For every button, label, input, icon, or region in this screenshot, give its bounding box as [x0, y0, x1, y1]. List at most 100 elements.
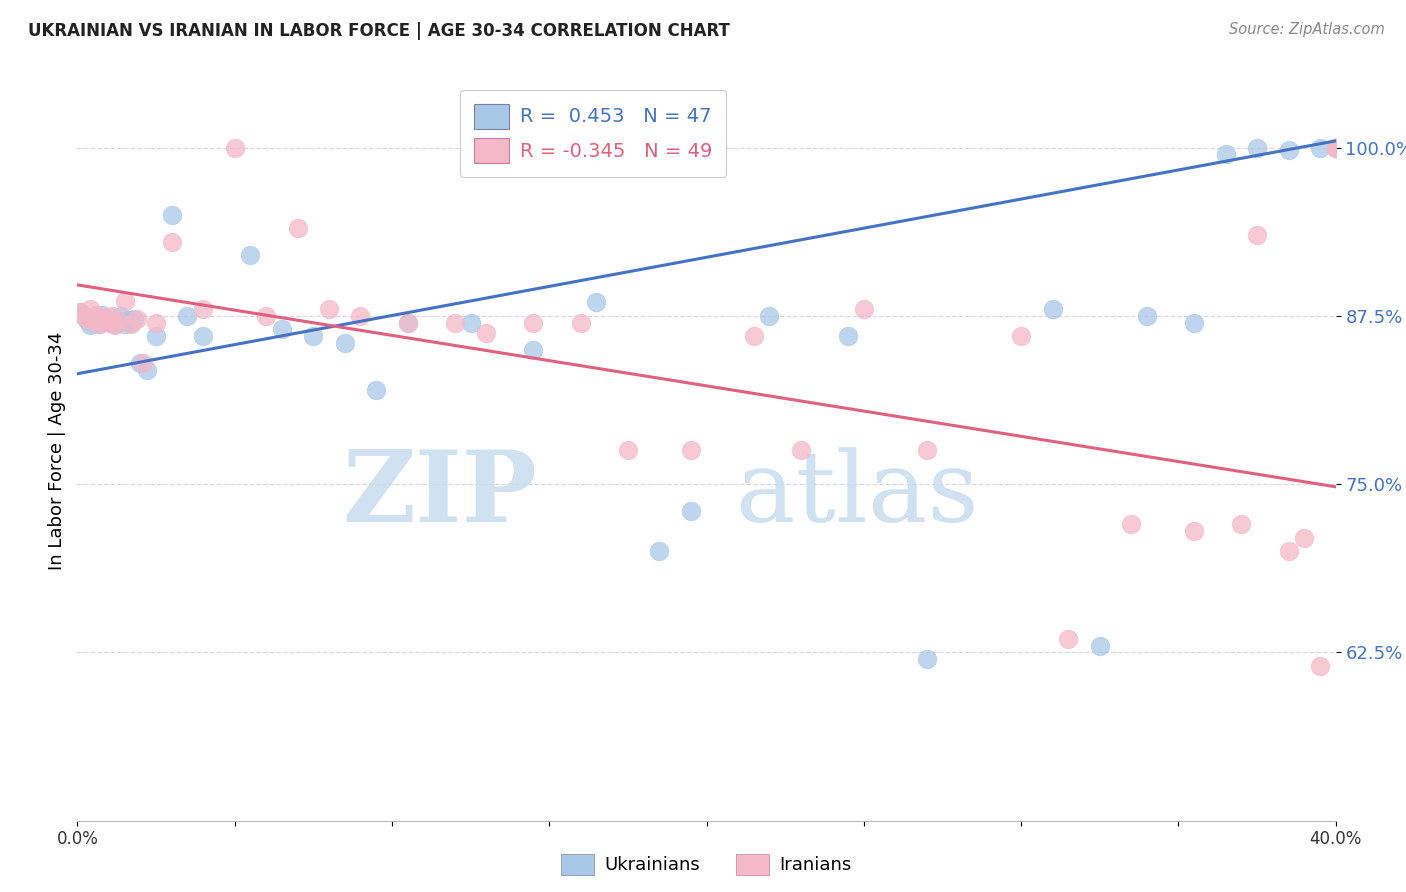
Point: [239, 248, 262, 262]
Point: [160, 235, 183, 249]
Point: [101, 316, 124, 330]
Point: [1324, 140, 1347, 154]
Point: [94, 313, 117, 327]
Point: [915, 443, 938, 458]
Point: [1294, 531, 1316, 545]
Point: [120, 316, 142, 330]
Point: [69, 305, 91, 319]
Point: [287, 221, 309, 235]
Point: [145, 316, 167, 330]
Point: [84, 308, 107, 322]
Point: [302, 329, 325, 343]
Point: [396, 316, 419, 330]
Legend: Ukrainians, Iranians: Ukrainians, Iranians: [554, 847, 859, 882]
Point: [117, 313, 139, 327]
Point: [1215, 147, 1237, 161]
Point: [1136, 309, 1159, 323]
Point: [758, 309, 780, 323]
Point: [1309, 658, 1331, 673]
Point: [89, 317, 111, 331]
Point: [176, 309, 198, 323]
Point: [89, 317, 111, 331]
Point: [97, 316, 120, 330]
Point: [91, 308, 114, 322]
Point: [366, 383, 388, 397]
Point: [1042, 302, 1064, 317]
Point: [742, 329, 765, 343]
Point: [522, 316, 544, 330]
Point: [648, 544, 671, 558]
Point: [114, 317, 136, 331]
Point: [79, 318, 101, 333]
Point: [444, 316, 467, 330]
Point: [145, 329, 167, 343]
Point: [107, 314, 129, 328]
Point: [333, 335, 356, 350]
Point: [585, 295, 607, 310]
Point: [1182, 316, 1205, 330]
Point: [224, 140, 246, 154]
Point: [72, 309, 94, 323]
Point: [460, 316, 482, 330]
Point: [191, 329, 215, 343]
Point: [1246, 228, 1268, 243]
Point: [84, 311, 107, 326]
Point: [1324, 140, 1347, 154]
Point: [254, 309, 277, 323]
Point: [160, 208, 183, 222]
Y-axis label: In Labor Force | Age 30-34: In Labor Force | Age 30-34: [48, 331, 66, 570]
Point: [1277, 143, 1299, 157]
Point: [120, 317, 142, 331]
Point: [569, 316, 592, 330]
Point: [396, 316, 419, 330]
Point: [114, 293, 136, 308]
Point: [318, 302, 340, 317]
Point: [475, 326, 498, 341]
Point: [76, 313, 98, 327]
Point: [104, 318, 127, 333]
Point: [135, 362, 157, 376]
Point: [522, 343, 544, 357]
Point: [1324, 140, 1347, 154]
Point: [1324, 140, 1347, 154]
Text: Source: ZipAtlas.com: Source: ZipAtlas.com: [1229, 22, 1385, 37]
Point: [270, 322, 292, 336]
Point: [97, 310, 120, 325]
Point: [1182, 524, 1205, 539]
Point: [82, 316, 104, 330]
Point: [1230, 517, 1253, 532]
Text: ZIP: ZIP: [342, 446, 537, 543]
Point: [79, 302, 101, 317]
Point: [1324, 140, 1347, 154]
Point: [790, 443, 813, 458]
Point: [617, 443, 640, 458]
Point: [101, 309, 124, 323]
Point: [122, 311, 145, 326]
Point: [915, 652, 938, 666]
Point: [110, 309, 132, 323]
Text: UKRAINIAN VS IRANIAN IN LABOR FORCE | AGE 30-34 CORRELATION CHART: UKRAINIAN VS IRANIAN IN LABOR FORCE | AG…: [28, 22, 730, 40]
Point: [1277, 544, 1299, 558]
Point: [1246, 140, 1268, 154]
Point: [837, 329, 859, 343]
Point: [679, 504, 702, 518]
Point: [104, 317, 127, 331]
Point: [1010, 329, 1032, 343]
Point: [82, 314, 104, 328]
Point: [191, 302, 215, 317]
Point: [127, 311, 149, 326]
Point: [1057, 632, 1080, 646]
Point: [1088, 639, 1111, 653]
Point: [1121, 517, 1143, 532]
Point: [72, 309, 94, 323]
Point: [69, 305, 91, 319]
Point: [129, 356, 152, 370]
Point: [679, 443, 702, 458]
Point: [76, 311, 98, 326]
Point: [1309, 140, 1331, 154]
Point: [94, 314, 117, 328]
Point: [132, 356, 155, 370]
Point: [852, 302, 875, 317]
Point: [349, 309, 371, 323]
Point: [107, 314, 129, 328]
